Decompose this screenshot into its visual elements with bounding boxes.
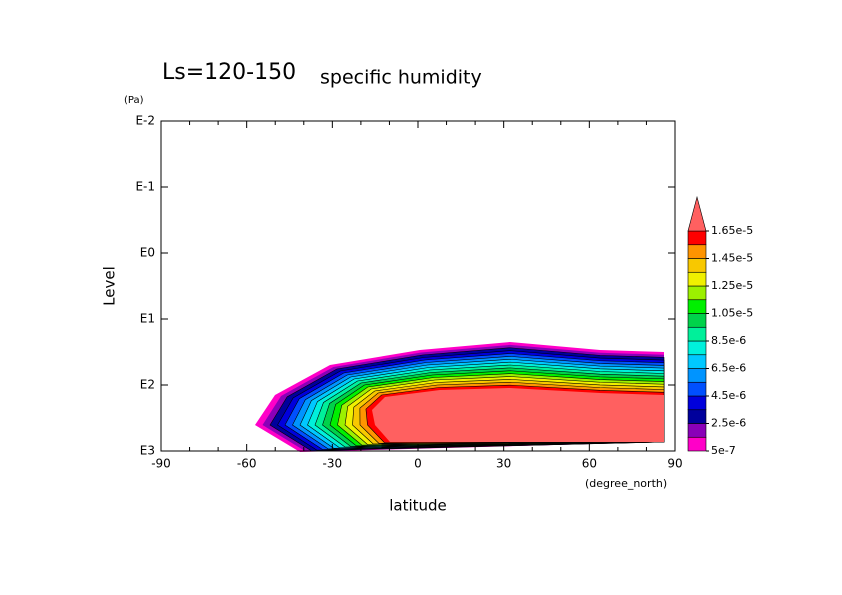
colorbar-box <box>687 381 707 397</box>
y-tick-label: E3 <box>140 444 155 458</box>
colorbar-label: 1.45e-5 <box>711 252 753 265</box>
colorbar-box <box>687 285 707 301</box>
x-unit: (degree_north) <box>585 477 667 490</box>
colorbar-label: 2.5e-6 <box>711 417 746 430</box>
x-axis-title: latitude <box>389 497 447 515</box>
colorbar-label: 5e-7 <box>711 444 736 457</box>
colorbar-label: 8.5e-6 <box>711 334 746 347</box>
colorbar-label: 4.5e-6 <box>711 389 746 402</box>
chart-title: Ls=120-150 <box>162 60 296 85</box>
y-tick-label: E0 <box>140 246 155 260</box>
colorbar-box <box>687 436 707 452</box>
colorbar-label: 6.5e-6 <box>711 362 746 375</box>
colorbar-box <box>687 313 707 328</box>
colorbar-box <box>687 423 707 438</box>
colorbar-box <box>687 409 707 424</box>
colorbar-box <box>687 354 707 369</box>
colorbar-box <box>687 299 707 314</box>
y-tick-label: E2 <box>140 378 155 392</box>
colorbar-box <box>687 368 707 383</box>
colorbar-box <box>687 340 707 356</box>
x-tick-label: -30 <box>323 457 343 471</box>
x-tick-label: 90 <box>667 457 682 471</box>
plot-area <box>255 342 665 452</box>
x-tick-label: 60 <box>582 457 597 471</box>
x-tick-label: -90 <box>151 457 171 471</box>
colorbar-box <box>687 271 707 287</box>
colorbar-label: 1.25e-5 <box>711 279 753 292</box>
y-tick-label: E1 <box>140 312 155 326</box>
colorbar-box <box>687 230 707 246</box>
contour-region <box>372 388 664 442</box>
y-tick-label: E-2 <box>135 114 155 128</box>
colorbar-label: 1.65e-5 <box>711 224 753 237</box>
y-tick-label: E-1 <box>135 180 155 194</box>
x-tick-label: -60 <box>237 457 257 471</box>
x-tick-label: 30 <box>496 457 511 471</box>
colorbar-extend <box>687 195 707 232</box>
chart-subtitle: specific humidity <box>320 67 482 89</box>
colorbar-box <box>687 326 707 342</box>
x-tick-label: 0 <box>414 457 422 471</box>
colorbar-box <box>687 258 707 273</box>
colorbar-label: 1.05e-5 <box>711 307 753 320</box>
colorbar-box <box>687 395 707 411</box>
y-unit: (Pa) <box>124 95 144 106</box>
y-axis-title: Level <box>101 266 119 306</box>
colorbar-box <box>687 244 707 259</box>
